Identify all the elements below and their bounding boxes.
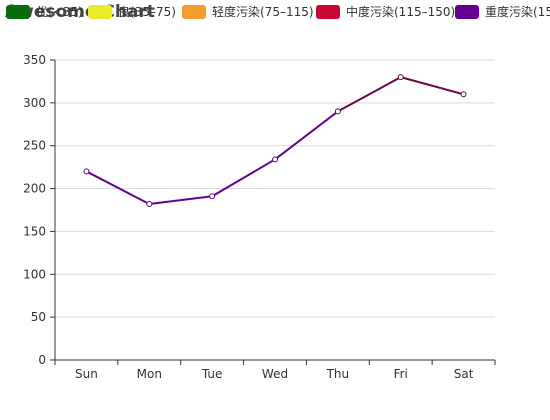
y-tick-label: 0	[38, 353, 46, 367]
x-tick-label: Thu	[326, 367, 350, 381]
series-segment	[336, 76, 402, 113]
y-tick-label: 100	[23, 267, 46, 281]
data-point[interactable]	[460, 91, 467, 98]
grid-lines	[55, 59, 495, 318]
data-point[interactable]	[334, 108, 341, 115]
legend-swatch	[6, 5, 30, 19]
legend-swatch	[88, 5, 112, 19]
legend-label: 中度污染(115–150)	[346, 5, 456, 19]
x-axis-labels: Sun Mon Tue Wed Thu Fri Sat	[75, 367, 474, 381]
x-tick-label: Wed	[262, 367, 288, 381]
y-tick-label: 350	[23, 53, 46, 67]
data-point[interactable]	[272, 156, 278, 163]
legend-swatch	[182, 5, 206, 19]
legend-label: 良(35–75)	[118, 5, 176, 19]
legend-swatch	[316, 5, 340, 19]
y-tick-label: 300	[23, 96, 46, 110]
series-segment	[85, 170, 151, 205]
chart-title: Awesome Chart	[5, 2, 155, 22]
data-point[interactable]	[83, 168, 90, 175]
legend-swatch	[455, 5, 479, 19]
series-segment	[274, 110, 339, 161]
x-tick-label: Tue	[201, 367, 223, 381]
y-tick-label: 150	[23, 224, 46, 238]
data-point[interactable]	[146, 201, 153, 207]
y-axis-labels: 0 50 100 150 200 250 300 350	[23, 53, 46, 367]
x-tick-label: Fri	[394, 367, 408, 381]
series-segment	[399, 76, 465, 96]
legend-label: 轻度污染(75–115)	[212, 5, 314, 19]
x-tick-label: Sat	[454, 367, 474, 381]
data-points	[83, 74, 467, 207]
axes	[50, 59, 496, 365]
y-tick-label: 200	[23, 182, 46, 196]
legend-label: 重度污染(150	[485, 5, 550, 19]
x-tick-label: Sun	[75, 367, 98, 381]
legend-label: 优(<35)	[36, 5, 83, 19]
data-point[interactable]	[397, 74, 404, 81]
x-tick-label: Mon	[137, 367, 162, 381]
series-line	[85, 76, 465, 205]
series-segment	[148, 195, 214, 205]
y-tick-label: 50	[31, 310, 46, 324]
data-point[interactable]	[209, 193, 216, 200]
series-segment	[211, 158, 276, 198]
y-tick-label: 250	[23, 139, 46, 153]
